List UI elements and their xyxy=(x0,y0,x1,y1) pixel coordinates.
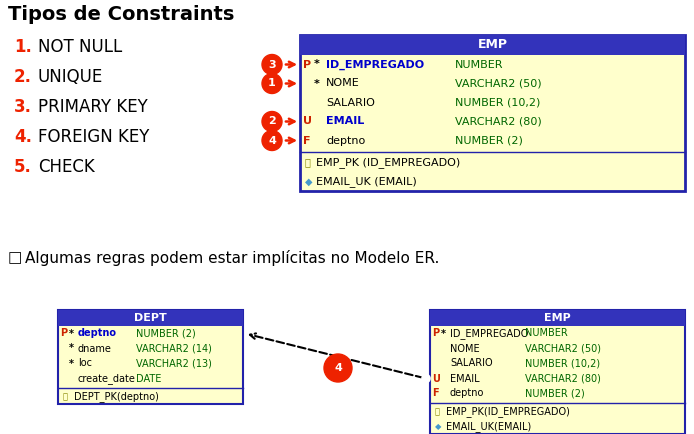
Text: 4: 4 xyxy=(268,135,276,145)
Text: EMAIL_UK(EMAIL): EMAIL_UK(EMAIL) xyxy=(446,421,531,432)
Bar xyxy=(58,310,243,326)
Text: NUMBER (2): NUMBER (2) xyxy=(455,135,523,145)
Text: NUMBER (10,2): NUMBER (10,2) xyxy=(525,358,600,368)
Text: EMP: EMP xyxy=(544,313,571,323)
Text: EMAIL: EMAIL xyxy=(450,374,480,384)
Text: *: * xyxy=(69,343,74,354)
Text: SALARIO: SALARIO xyxy=(326,98,375,108)
Text: NUMBER: NUMBER xyxy=(455,59,504,69)
Text: *: * xyxy=(314,79,320,89)
Text: NOME: NOME xyxy=(450,343,480,354)
Bar xyxy=(430,310,685,434)
Circle shape xyxy=(422,375,430,382)
Text: *: * xyxy=(441,329,446,339)
Bar xyxy=(58,310,243,404)
Text: 4.: 4. xyxy=(14,128,32,146)
Text: VARCHAR2 (80): VARCHAR2 (80) xyxy=(525,374,601,384)
Text: SALARIO: SALARIO xyxy=(450,358,493,368)
Text: 3: 3 xyxy=(268,59,276,69)
Text: Algumas regras podem estar implícitas no Modelo ER.: Algumas regras podem estar implícitas no… xyxy=(25,250,439,266)
Text: NUMBER (2): NUMBER (2) xyxy=(136,329,196,339)
Text: NUMBER: NUMBER xyxy=(525,329,568,339)
Text: NOME: NOME xyxy=(326,79,359,89)
Text: *: * xyxy=(69,358,74,368)
Bar xyxy=(430,310,685,326)
Text: VARCHAR2 (80): VARCHAR2 (80) xyxy=(455,116,542,126)
Text: DEPT_PK(deptno): DEPT_PK(deptno) xyxy=(74,391,159,402)
Circle shape xyxy=(262,131,282,151)
Text: dname: dname xyxy=(78,343,112,354)
Text: *: * xyxy=(69,329,74,339)
Text: deptno: deptno xyxy=(450,388,484,398)
Text: ID_EMPREGADO: ID_EMPREGADO xyxy=(326,59,424,69)
Text: F: F xyxy=(303,135,310,145)
Text: ID_EMPREGADO: ID_EMPREGADO xyxy=(450,328,528,339)
Text: ◆: ◆ xyxy=(435,422,441,431)
Text: loc: loc xyxy=(78,358,92,368)
Text: NOT NULL: NOT NULL xyxy=(38,38,122,56)
Text: 1: 1 xyxy=(268,79,276,89)
Circle shape xyxy=(262,112,282,132)
Bar xyxy=(300,35,685,55)
Text: P: P xyxy=(60,329,67,339)
Text: DATE: DATE xyxy=(136,374,162,384)
Text: EMAIL_UK (EMAIL): EMAIL_UK (EMAIL) xyxy=(316,176,417,187)
Text: deptno: deptno xyxy=(326,135,365,145)
Text: 🗝: 🗝 xyxy=(305,158,311,168)
Text: EMAIL: EMAIL xyxy=(326,116,364,126)
Text: U: U xyxy=(303,116,312,126)
Text: UNIQUE: UNIQUE xyxy=(38,68,103,86)
Text: 🗝: 🗝 xyxy=(435,407,440,416)
Text: VARCHAR2 (14): VARCHAR2 (14) xyxy=(136,343,212,354)
Text: DEPT: DEPT xyxy=(134,313,167,323)
Text: Tipos de Constraints: Tipos de Constraints xyxy=(8,5,235,24)
Text: U: U xyxy=(432,374,440,384)
Text: deptno: deptno xyxy=(78,329,117,339)
Text: □: □ xyxy=(8,250,22,265)
Text: EMP_PK (ID_EMPREGADO): EMP_PK (ID_EMPREGADO) xyxy=(316,157,460,168)
Text: FOREIGN KEY: FOREIGN KEY xyxy=(38,128,149,146)
Circle shape xyxy=(324,354,352,382)
Text: F: F xyxy=(432,388,439,398)
Text: 5.: 5. xyxy=(14,158,32,176)
Text: 4: 4 xyxy=(334,363,342,373)
Text: P: P xyxy=(432,329,439,339)
Text: VARCHAR2 (50): VARCHAR2 (50) xyxy=(525,343,601,354)
Text: 3.: 3. xyxy=(14,98,32,116)
Text: 2: 2 xyxy=(268,116,276,126)
Text: VARCHAR2 (50): VARCHAR2 (50) xyxy=(455,79,541,89)
Text: PRIMARY KEY: PRIMARY KEY xyxy=(38,98,148,116)
Text: VARCHAR2 (13): VARCHAR2 (13) xyxy=(136,358,212,368)
Text: 🗝: 🗝 xyxy=(63,392,68,401)
Text: *: * xyxy=(314,59,320,69)
Text: 2.: 2. xyxy=(14,68,32,86)
Text: CHECK: CHECK xyxy=(38,158,95,176)
Text: EMP_PK(ID_EMPREGADO): EMP_PK(ID_EMPREGADO) xyxy=(446,406,570,417)
Text: 1.: 1. xyxy=(14,38,32,56)
Text: ◆: ◆ xyxy=(305,177,312,187)
Bar xyxy=(300,35,685,191)
Text: EMP: EMP xyxy=(477,39,507,52)
Text: create_date: create_date xyxy=(78,373,136,384)
Text: P: P xyxy=(303,59,311,69)
Circle shape xyxy=(262,55,282,75)
Text: NUMBER (10,2): NUMBER (10,2) xyxy=(455,98,541,108)
Text: NUMBER (2): NUMBER (2) xyxy=(525,388,585,398)
Circle shape xyxy=(262,73,282,93)
